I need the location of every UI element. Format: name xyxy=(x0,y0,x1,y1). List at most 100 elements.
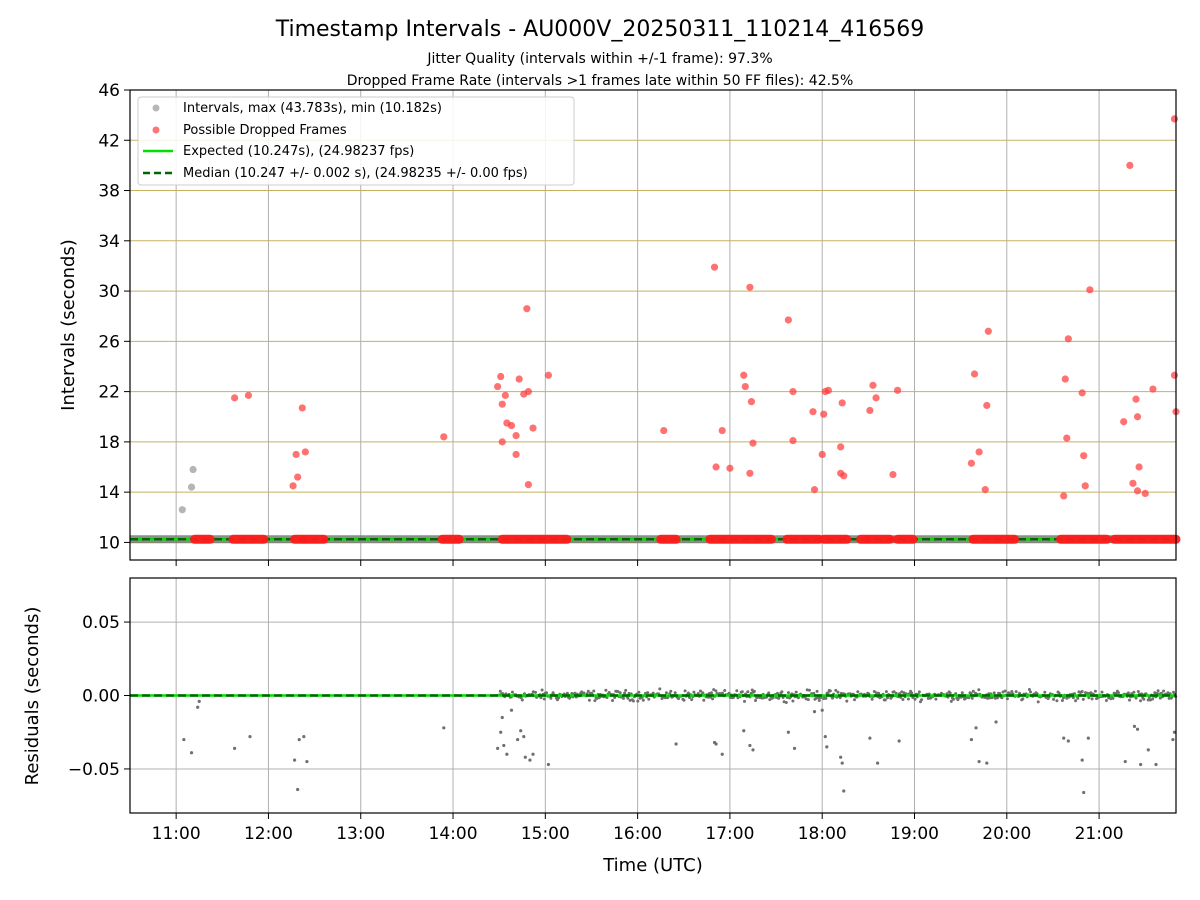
dropped-frame-point-10 xyxy=(498,438,506,446)
legend-label-expected: Expected (10.247s), (24.98237 fps) xyxy=(183,144,414,159)
residual-band-dot xyxy=(877,691,881,695)
residual-band-dot xyxy=(637,690,641,694)
residual-band-dot xyxy=(727,691,731,695)
dropped-frame-point-58 xyxy=(984,327,992,335)
residual-band-dot xyxy=(791,699,795,703)
residual-band-dot xyxy=(884,690,888,694)
residual-band-dot xyxy=(597,696,601,700)
residual-band-dot xyxy=(735,689,739,693)
dropped-frame-point-59 xyxy=(1060,492,1068,500)
residual-point-3 xyxy=(197,699,201,703)
residual-band-dot xyxy=(1014,690,1018,694)
residual-band-dot xyxy=(1021,697,1025,701)
residual-band-dot xyxy=(647,697,651,701)
dropped-frame-point-31 xyxy=(746,469,754,477)
dropped-frame-point-12 xyxy=(501,391,509,399)
residual-point-50 xyxy=(1066,739,1070,743)
intervals-ytick-label-1: 14 xyxy=(98,483,120,503)
residual-band-dot xyxy=(673,691,677,695)
residual-band-dot xyxy=(587,698,591,702)
x-tick-label-2: 13:00 xyxy=(336,824,385,844)
residual-band-dot xyxy=(592,689,596,693)
residuals-ytick-label-2: 0.05 xyxy=(82,613,120,633)
dropped-frame-point-74 xyxy=(1141,489,1149,497)
residuals-plot-area xyxy=(129,577,1178,814)
residual-band-dot xyxy=(784,701,788,704)
intervals-y-ticks: 10 14 18 22 26 30 34 38 42 46 xyxy=(98,81,130,553)
dropped-frame-point-33 xyxy=(747,398,756,406)
residual-band-dot xyxy=(845,699,849,703)
dropped-frame-point-63 xyxy=(1078,389,1086,397)
x-axis-label: Time (UTC) xyxy=(602,855,703,876)
dropped-frame-point-34 xyxy=(749,439,757,447)
residual-band-dot xyxy=(967,696,971,700)
residual-band-dot xyxy=(831,696,834,700)
residual-band-dot xyxy=(834,688,838,692)
residual-band-dot xyxy=(1134,696,1138,700)
residual-band-dot xyxy=(740,690,744,694)
dropped-frame-point-73 xyxy=(1135,463,1143,471)
residual-band-dot xyxy=(519,696,523,700)
residual-point-40 xyxy=(842,789,846,793)
dropped-frame-point-0 xyxy=(231,394,239,402)
dropped-frame-point-30 xyxy=(741,382,749,391)
residual-band-dot xyxy=(540,688,544,692)
residual-band-dot xyxy=(996,696,999,700)
residual-band-dot xyxy=(746,690,750,694)
dropped-frame-point-53 xyxy=(967,459,976,467)
residual-point-22 xyxy=(528,758,532,762)
residual-band-dot xyxy=(664,691,668,695)
residual-band-dot xyxy=(760,696,764,700)
residual-band-dot xyxy=(711,697,715,701)
x-tick-label-3: 14:00 xyxy=(429,824,478,844)
dropped-frame-point-77 xyxy=(1170,371,1179,379)
residual-band-dot xyxy=(949,699,953,703)
residual-band-dot xyxy=(1159,691,1163,695)
residual-band-dot xyxy=(1093,689,1097,693)
residual-band-dot xyxy=(714,689,718,693)
residual-band-dot xyxy=(626,696,630,700)
chart-title: Timestamp Intervals - AU000V_20250311_11… xyxy=(275,17,925,42)
residual-band-dot xyxy=(1076,696,1080,700)
residual-band-dot xyxy=(520,698,524,702)
residual-band-dot xyxy=(856,690,860,694)
dropped-frame-point-70 xyxy=(1132,395,1140,403)
residual-band-dot xyxy=(906,697,910,701)
residual-band-dot xyxy=(787,691,790,695)
residual-band-dot xyxy=(1027,688,1031,691)
residual-band-dot xyxy=(1156,689,1160,693)
residuals-y-ticks: −0.05 0.00 0.05 xyxy=(68,613,130,780)
residual-band-dot xyxy=(1074,699,1078,703)
dropped-frame-point-22 xyxy=(529,424,537,432)
residual-band-dot xyxy=(1081,697,1085,701)
dropped-frame-point-57 xyxy=(983,401,991,410)
residual-band-dot xyxy=(1071,696,1075,700)
x-tick-label-5: 16:00 xyxy=(613,824,662,844)
residual-point-49 xyxy=(1062,736,1066,740)
residual-point-56 xyxy=(1135,727,1140,731)
dropped-frame-point-46 xyxy=(838,399,846,407)
residual-band-dot xyxy=(816,696,820,700)
residual-point-18 xyxy=(516,737,520,742)
interval-point-0 xyxy=(178,506,186,514)
dropped-frame-point-9 xyxy=(497,372,505,381)
residual-band-dot xyxy=(1055,699,1059,703)
residual-band-dot xyxy=(1151,697,1155,701)
residual-point-47 xyxy=(985,761,989,765)
residual-band-dot xyxy=(750,688,754,692)
dropped-frame-point-76 xyxy=(1170,115,1179,123)
residual-band-dot xyxy=(1111,696,1115,700)
dropped-frame-point-40 xyxy=(818,450,826,459)
residual-point-14 xyxy=(500,715,504,720)
residual-band-dot xyxy=(641,698,645,702)
residual-band-dot xyxy=(971,689,975,693)
residual-band-dot xyxy=(1077,690,1081,694)
residual-band-dot xyxy=(539,696,543,700)
residual-band-dot xyxy=(658,687,662,691)
residual-point-55 xyxy=(1132,724,1137,728)
x-tick-label-0: 11:00 xyxy=(152,824,201,844)
residual-point-45 xyxy=(974,726,978,730)
residual-band-dot xyxy=(1104,699,1108,702)
x-tick-label-1: 12:00 xyxy=(244,824,293,844)
residual-band-dot xyxy=(498,689,502,693)
